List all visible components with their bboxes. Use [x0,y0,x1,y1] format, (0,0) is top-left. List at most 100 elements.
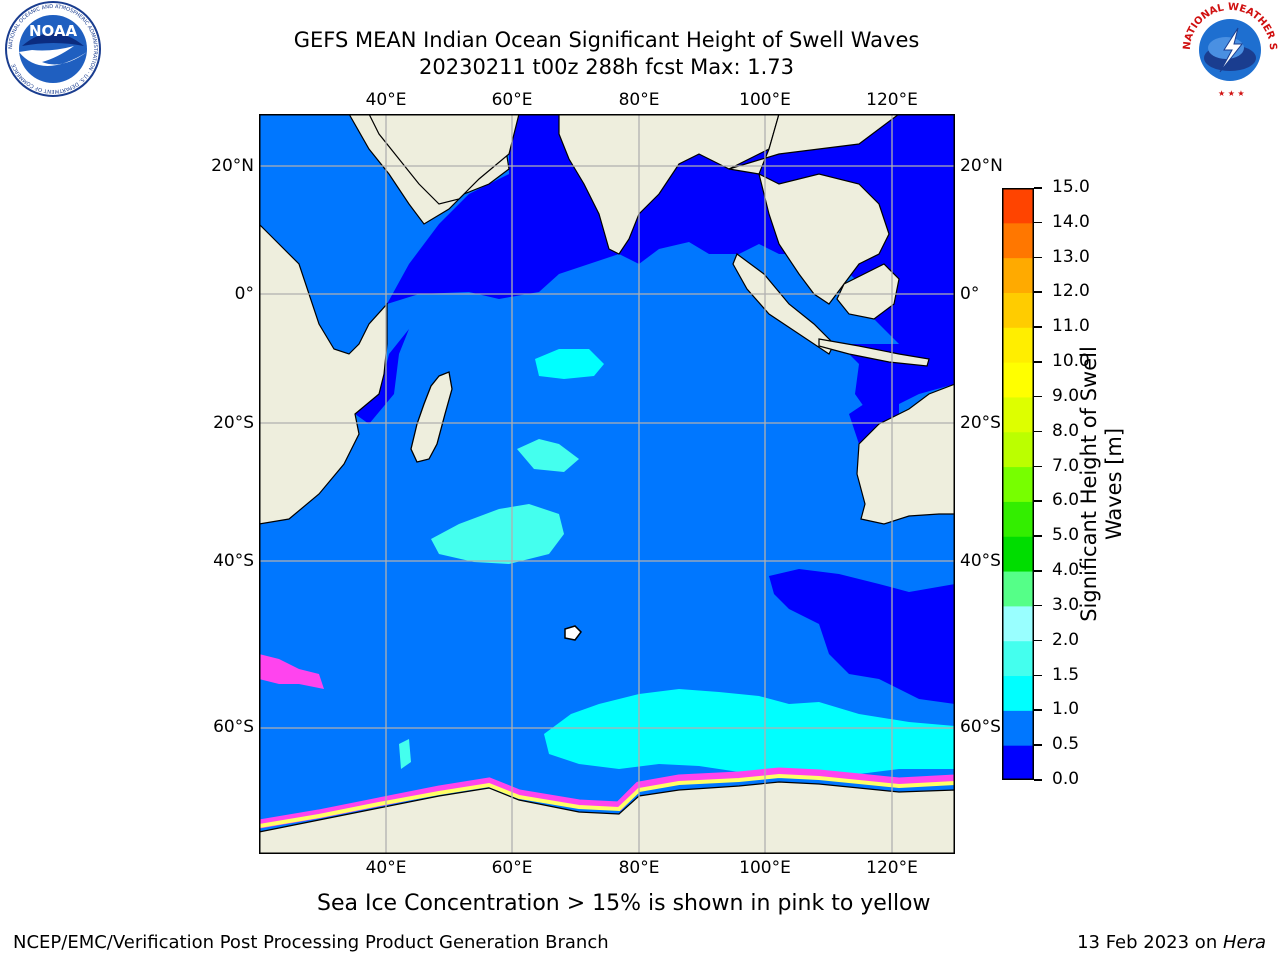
colorbar-bin [1002,605,1034,642]
lon-label-bottom-100e: 100°E [739,858,791,878]
colorbar-bin [1002,536,1034,572]
colorbar-level-label: 3.0 [1052,594,1080,615]
land-india [558,114,780,255]
colorbar-bin [1002,675,1034,711]
colorbar-bin [1002,640,1034,677]
colorbar-tick [1034,326,1042,328]
colorbar-bin [1002,222,1034,259]
colorbar-bin [1002,466,1034,502]
lat-label-right-0: 0° [960,284,980,304]
colorbar-tick [1034,779,1042,781]
colorbar-tick [1034,395,1042,398]
swell-patch-west [431,504,564,564]
colorbar-title-line1: Significant Height of Swell [1077,346,1101,622]
colorbar-bin [1002,745,1034,781]
colorbar-bin [1002,188,1034,224]
lon-label-top-120e: 120°E [866,90,918,110]
low-swell-australia [849,389,899,444]
colorbar-bin [1002,710,1034,746]
lat-label-left-0: 0° [234,284,254,304]
lat-label-left-20s: 20°S [213,413,254,433]
colorbar-level-label: 13.0 [1052,246,1090,267]
land-borneo [836,263,900,320]
colorbar-tick [1034,465,1042,468]
lat-label-left-60s: 60°S [213,717,254,737]
colorbar-tick [1034,570,1042,572]
colorbar-tick [1034,535,1042,537]
map-panel [259,114,955,854]
colorbar-tick [1034,221,1042,224]
sea-ice-southwest [259,654,324,689]
map-title: GEFS MEAN Indian Ocean Significant Heigh… [293,28,920,52]
colorbar-tick [1034,256,1042,259]
swell-band-south [544,689,955,776]
noaa-logo: NOAA NATIONAL OCEANIC AND ATMOSPHERIC AD… [2,0,104,100]
colorbar-level-label: 0.5 [1052,734,1080,755]
colorbar-tick [1034,361,1042,363]
colorbar-level-label: 7.0 [1052,455,1080,476]
lon-label-top-100e: 100°E [739,90,791,110]
colorbar [1002,188,1034,781]
colorbar-bin [1002,396,1034,433]
footer-host: Hera [1222,932,1266,953]
colorbar-title-line2: Waves [m] [1102,427,1126,541]
graticule [259,114,955,854]
colorbar-tick [1034,187,1042,189]
swell-patch-central-small [517,439,579,472]
colorbar-level-label: 1.5 [1052,664,1080,685]
colorbar-bin [1002,362,1034,398]
lon-label-top-60e: 60°E [491,90,533,110]
lat-label-left-40s: 40°S [213,551,254,571]
lat-label-right-60s: 60°S [960,717,1001,737]
colorbar-border [1002,188,1034,780]
colorbar-level-label: 5.0 [1052,525,1080,546]
colorbar-level-label: 8.0 [1052,420,1080,441]
lat-label-right-20s: 20°S [960,413,1001,433]
colorbar-level-label: 14.0 [1052,211,1090,232]
colorbar-level-label: 15.0 [1052,177,1090,197]
colorbar-bin [1002,431,1034,468]
lat-label-right-20n: 20°N [960,156,1003,176]
land-antarctica [259,781,955,854]
land-madagascar [410,371,453,463]
swell-patch-southwest [399,739,411,769]
low-swell-southeast [769,569,955,704]
colorbar-level-label: 10.0 [1052,351,1090,372]
colorbar-level-label: 6.0 [1052,490,1080,511]
nws-logo: NATIONAL WEATHER SERVICE ★ ★ ★ [1174,0,1280,100]
colorbar-tick [1034,500,1042,502]
colorbar-level-label: 0.0 [1052,769,1080,789]
colorbar-bin [1002,327,1034,363]
lon-label-top-80e: 80°E [618,90,660,110]
map-subtitle: 20230211 t00z 288h fcst Max: 1.73 [419,55,794,79]
land-kerguelen [564,625,582,641]
sea-ice-edge-inner [259,773,955,828]
colorbar-level-label: 9.0 [1052,385,1080,406]
sea-ice-edge [259,767,955,829]
noaa-logo-text: NOAA [29,22,78,40]
land-java [818,338,930,367]
colorbar-tick [1034,604,1042,607]
colorbar-bin [1002,501,1034,537]
colorbar-level-label: 2.0 [1052,629,1080,650]
footer-date: 13 Feb 2023 on Hera [1077,932,1266,954]
lon-label-bottom-40e: 40°E [365,858,407,878]
colorbar-bin [1002,571,1034,607]
lon-label-bottom-120e: 120°E [866,858,918,878]
footer-date-text: 13 Feb 2023 on [1077,932,1223,953]
colorbar-level-label: 12.0 [1052,281,1090,302]
lon-label-top-40e: 40°E [365,90,407,110]
low-swell-madagascar [355,329,409,424]
colorbar-bin [1002,292,1034,328]
colorbar-tick [1034,639,1042,642]
land-australia [856,383,955,525]
footer-credit: NCEP/EMC/Verification Post Processing Pr… [13,932,609,953]
lat-label-right-40s: 40°S [960,551,1001,571]
colorbar-level-label: 4.0 [1052,560,1080,581]
colorbar-tick [1034,430,1042,433]
lon-label-bottom-60e: 60°E [491,858,533,878]
colorbar-tick [1034,709,1042,711]
lat-label-left-20n: 20°N [211,156,254,176]
lon-label-bottom-80e: 80°E [618,858,660,878]
colorbar-tick [1034,744,1042,746]
